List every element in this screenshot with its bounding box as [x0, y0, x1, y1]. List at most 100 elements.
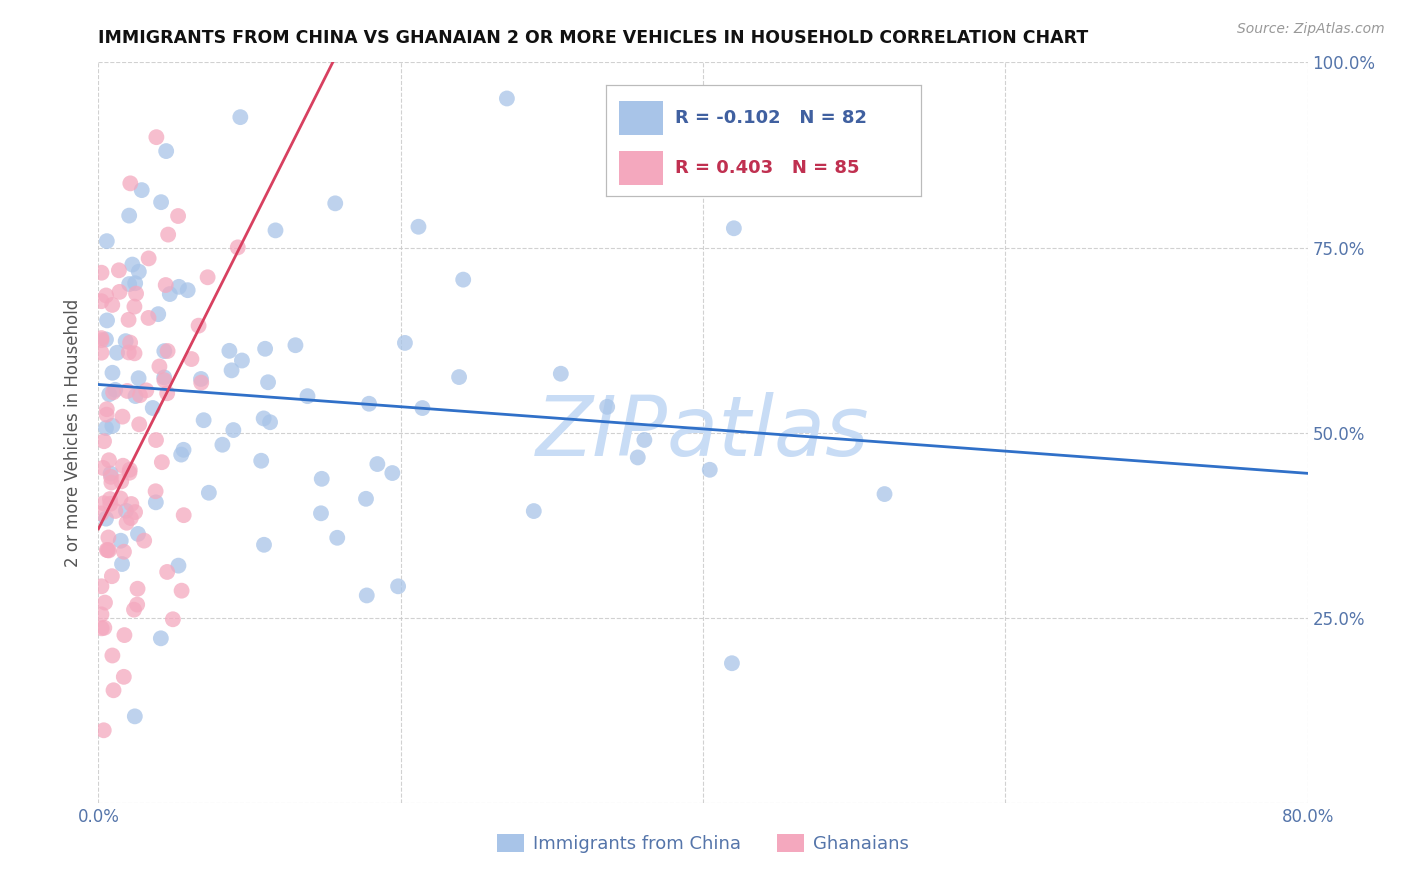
Point: [110, 475, 132, 489]
Point: [167, 558, 190, 573]
Point: [108, 263, 131, 277]
Point: [309, 506, 332, 520]
Point: [633, 433, 655, 447]
Point: [173, 442, 195, 457]
Point: [387, 579, 409, 593]
Point: [411, 401, 433, 415]
Point: [118, 463, 141, 477]
Text: IMMIGRANTS FROM CHINA VS GHANAIAN 2 OR MORE VEHICLES IN HOUSEHOLD CORRELATION CH: IMMIGRANTS FROM CHINA VS GHANAIAN 2 OR M…: [98, 29, 1088, 47]
Point: [149, 632, 172, 646]
Y-axis label: 2 or more Vehicles in Household: 2 or more Vehicles in Household: [65, 299, 83, 566]
Point: [98, 492, 121, 507]
Point: [311, 472, 333, 486]
Point: [120, 497, 142, 511]
Point: [326, 531, 349, 545]
Point: [229, 110, 252, 124]
Point: [96, 234, 118, 248]
Point: [211, 438, 233, 452]
Point: [264, 223, 287, 237]
Point: [112, 628, 135, 642]
Point: [222, 423, 245, 437]
Point: [111, 458, 134, 473]
Point: [153, 373, 176, 387]
Point: [155, 144, 177, 158]
Point: [231, 353, 253, 368]
Point: [167, 209, 190, 223]
Point: [122, 602, 145, 616]
Point: [253, 411, 276, 425]
Point: [259, 415, 281, 429]
Point: [93, 434, 115, 449]
Point: [90, 579, 112, 593]
Point: [111, 557, 134, 571]
Point: [93, 723, 115, 738]
Point: [90, 345, 112, 359]
Point: [135, 384, 157, 398]
Point: [129, 388, 152, 402]
Point: [297, 389, 319, 403]
Point: [156, 565, 179, 579]
Point: [193, 413, 215, 427]
Point: [150, 195, 173, 210]
Point: [254, 342, 277, 356]
Point: [198, 485, 221, 500]
Point: [110, 533, 132, 548]
Point: [97, 453, 120, 467]
Point: [250, 454, 273, 468]
Point: [91, 461, 114, 475]
Point: [90, 333, 112, 347]
Point: [190, 376, 212, 390]
Point: [197, 270, 219, 285]
Point: [100, 467, 122, 481]
Point: [284, 338, 307, 352]
Point: [110, 491, 132, 506]
Point: [394, 335, 416, 350]
Point: [145, 495, 167, 509]
Point: [159, 287, 181, 301]
Point: [356, 589, 378, 603]
Point: [449, 370, 471, 384]
Point: [101, 648, 124, 663]
Point: [128, 371, 150, 385]
Point: [134, 533, 156, 548]
Point: [180, 352, 202, 367]
Point: [190, 372, 212, 386]
Point: [187, 318, 209, 333]
Point: [124, 300, 146, 314]
Point: [90, 294, 112, 309]
Point: [148, 307, 170, 321]
Point: [121, 258, 143, 272]
Point: [381, 466, 404, 480]
Point: [596, 400, 619, 414]
Point: [153, 370, 176, 384]
Point: [153, 344, 176, 359]
Point: [451, 272, 474, 286]
Point: [97, 543, 120, 558]
Point: [118, 345, 141, 359]
Point: [127, 582, 149, 596]
Point: [100, 475, 122, 490]
Point: [155, 278, 177, 293]
Point: [90, 331, 112, 345]
Point: [408, 219, 430, 234]
Point: [162, 612, 184, 626]
Point: [176, 283, 198, 297]
Point: [257, 376, 280, 390]
Point: [523, 504, 546, 518]
Point: [253, 538, 276, 552]
Point: [118, 209, 141, 223]
Point: [721, 657, 744, 671]
Point: [101, 418, 124, 433]
Point: [101, 569, 124, 583]
Text: Source: ZipAtlas.com: Source: ZipAtlas.com: [1237, 22, 1385, 37]
Point: [170, 448, 193, 462]
Point: [127, 527, 149, 541]
Point: [218, 343, 240, 358]
Point: [550, 367, 572, 381]
Point: [90, 607, 112, 622]
Point: [145, 433, 167, 447]
Point: [120, 511, 142, 525]
Point: [627, 450, 650, 465]
Point: [156, 344, 179, 359]
Point: [94, 596, 117, 610]
